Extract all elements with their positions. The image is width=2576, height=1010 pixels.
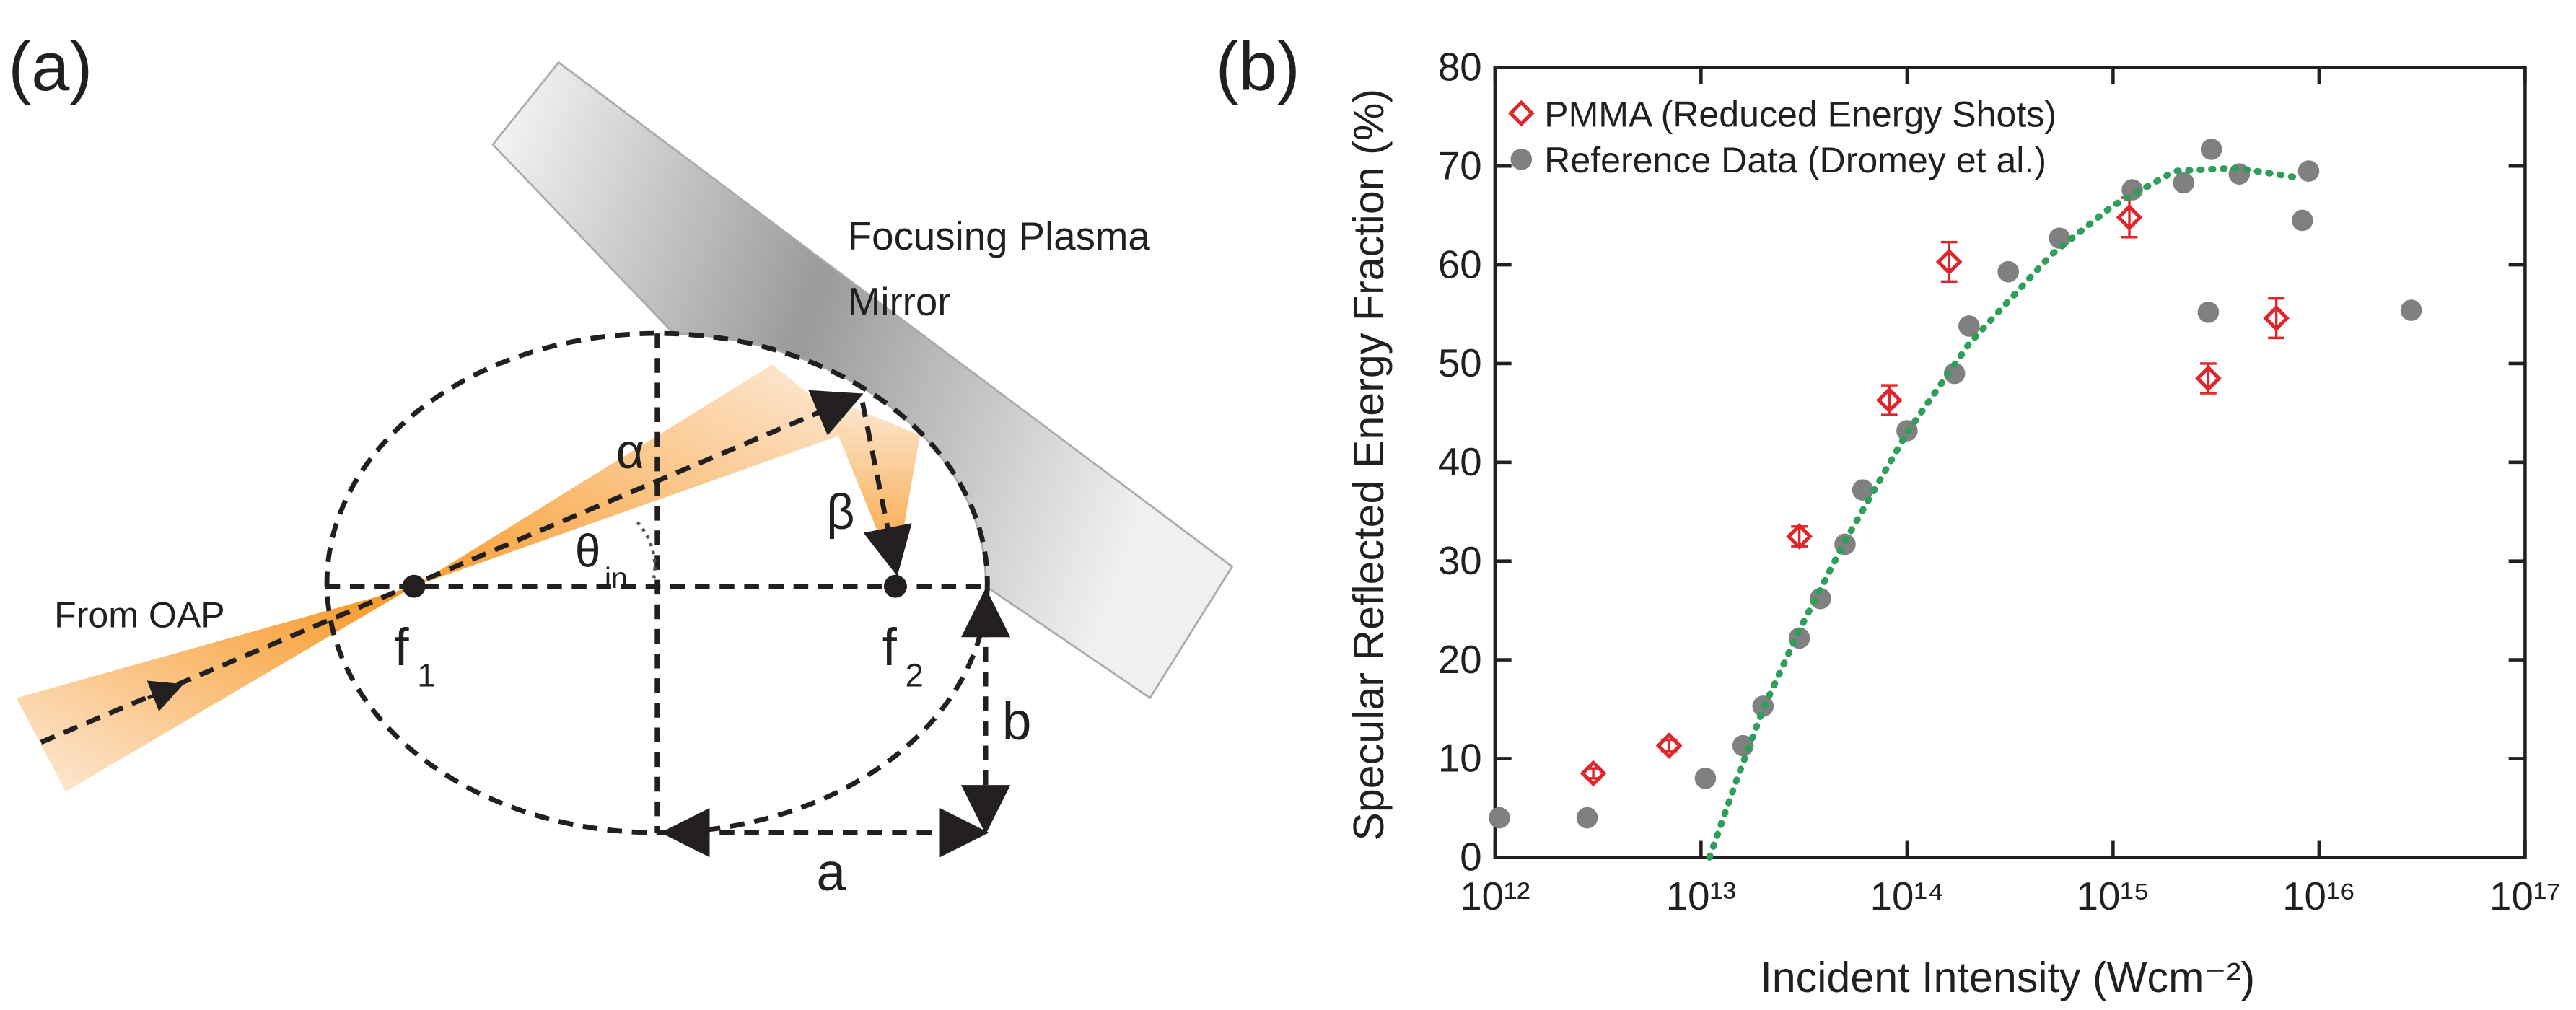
y-tick-label: 30 xyxy=(1438,539,1482,583)
fit-line xyxy=(1706,164,2303,861)
y-tick-label: 50 xyxy=(1438,341,1482,385)
panel-label: (a) xyxy=(8,28,92,105)
x-axis-label: Incident Intensity (Wcm⁻²) xyxy=(1760,953,2255,1001)
x-tick-label: 10¹⁷ xyxy=(2489,874,2561,918)
point xyxy=(1958,315,1980,337)
point xyxy=(2297,160,2320,182)
y-tick-label: 70 xyxy=(1438,144,1482,188)
point xyxy=(2400,299,2422,321)
point xyxy=(2173,172,2194,194)
source-label: From OAP xyxy=(54,595,225,636)
reflected-ray xyxy=(859,402,912,576)
theta-sub: in xyxy=(605,561,628,594)
point xyxy=(1875,387,1903,413)
point xyxy=(1935,248,1963,276)
legend-label: PMMA (Reduced Energy Shots) xyxy=(1544,94,2056,134)
error-bar xyxy=(2268,297,2285,340)
focus-1 xyxy=(402,574,426,598)
point xyxy=(1786,523,1813,550)
y-tick-label: 0 xyxy=(1460,835,1481,879)
legend-label: Reference Data (Dromey et al.) xyxy=(1544,140,2046,180)
x-tick-label: 10¹³ xyxy=(1666,874,1736,918)
f2-sub: 2 xyxy=(906,657,924,694)
beam xyxy=(16,364,854,792)
point xyxy=(2197,301,2220,323)
point xyxy=(2195,365,2222,392)
point xyxy=(2116,204,2143,231)
x-tick-label: 10¹⁴ xyxy=(1870,874,1944,918)
x-tick-label: 10¹² xyxy=(1460,874,1530,918)
mirror xyxy=(491,61,1234,700)
point xyxy=(1997,260,2019,283)
point xyxy=(1852,479,1874,501)
y-axis-label: Specular Reflected Energy Fraction (%) xyxy=(1344,89,1393,841)
alpha: α xyxy=(616,424,644,479)
y-tick-label: 60 xyxy=(1438,242,1482,286)
y-tick-label: 80 xyxy=(1438,45,1482,89)
mirror-label: Focusing Plasma xyxy=(848,214,1151,258)
point xyxy=(2200,139,2222,160)
beta: β xyxy=(826,485,854,540)
theta: θ xyxy=(575,524,600,576)
panel-a: (a) Focusing Plasma Mirror α β θ in From… xyxy=(8,28,1234,902)
focus-2 xyxy=(883,574,907,598)
y-tick-label: 10 xyxy=(1438,737,1482,781)
mirror-label: Mirror xyxy=(848,280,951,324)
plot-frame xyxy=(1493,66,2527,859)
angle-arc xyxy=(636,521,657,579)
point xyxy=(1655,732,1683,759)
point xyxy=(1576,807,1598,829)
b-label: b xyxy=(1002,692,1032,750)
point xyxy=(1943,362,1966,385)
f1-sub: 1 xyxy=(417,657,435,694)
point xyxy=(2292,209,2313,232)
x-tick-label: 10¹⁵ xyxy=(2077,874,2150,918)
a-label: a xyxy=(817,843,846,902)
f2: f xyxy=(882,618,898,677)
error-bar xyxy=(1940,240,1958,284)
legend-marker xyxy=(1507,100,1535,127)
y-tick-label: 20 xyxy=(1438,638,1482,682)
point xyxy=(1580,760,1607,787)
point xyxy=(2263,304,2290,332)
arrow-head xyxy=(146,680,184,711)
f1: f xyxy=(394,618,409,677)
x-tick-label: 10¹⁶ xyxy=(2282,874,2355,918)
legend-marker xyxy=(1510,149,1533,170)
panel-label: (b) xyxy=(1216,28,1300,105)
error-bar xyxy=(2121,196,2138,239)
point xyxy=(1489,807,1510,829)
point xyxy=(1694,768,1717,789)
panel-b: (b) Incident Intensity (Wcm⁻²) Specular … xyxy=(1216,28,2561,1001)
y-tick-label: 40 xyxy=(1438,440,1482,484)
